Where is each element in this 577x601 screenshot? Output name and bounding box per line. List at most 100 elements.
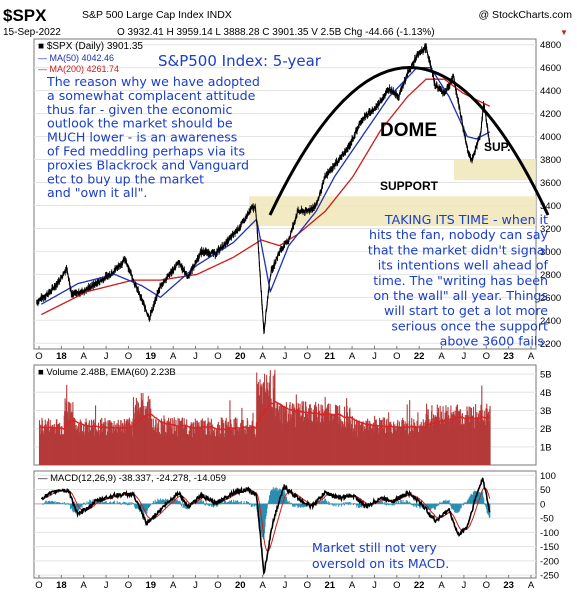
ohlc-readout: O 3932.41 H 3959.14 L 3888.28 C 3901.35 … — [117, 27, 435, 38]
macd-panel: 100 50 0 -50 -100 -150 -200 -250 O 18 A J O 19 A J O 20 A… — [33, 470, 559, 591]
macd-grid — [34, 474, 536, 576]
macd-x-tick-label: O — [304, 580, 311, 591]
dome-label: DOME — [380, 120, 437, 141]
macd-y-tick: 50 — [540, 485, 551, 496]
volume-y-tick: 4B — [540, 388, 552, 399]
commentary-right-line: hits the fan, nobody can say — [369, 227, 549, 242]
macd-x-tick-label: O — [393, 580, 400, 591]
commentary-left-line: etc to buy up the market — [47, 171, 204, 186]
price-x-tick-label: O — [483, 351, 490, 362]
legend-ma200: — MA(200) 4261.74 — [38, 64, 119, 74]
commentary-left-line: a somewhat complacent attitude — [47, 88, 256, 103]
price-y-tick: 4000 — [540, 132, 561, 143]
volume-panel: 5B 4B 3B 2B 1B ■ Volume 2.48B, EMA(60) 2.23B — [33, 364, 552, 466]
price-x-axis: O 18 A J O 19 A J O 20 A J O 21 A J O 22 A J O 23 A — [35, 346, 535, 362]
price-y-tick: 3400 — [540, 201, 561, 212]
commentary-right-line: its intentions well ahead of — [378, 258, 549, 273]
price-x-tick-label: 18 — [56, 351, 67, 362]
price-y-tick: 4200 — [540, 109, 561, 120]
price-x-tick-label: 21 — [324, 351, 335, 362]
price-x-tick-label: O — [304, 351, 311, 362]
macd-y-tick: -250 — [540, 571, 559, 582]
commentary-right-line: TAKING ITS TIME - when it — [384, 212, 548, 227]
index-name: S&P 500 Large Cap Index INDX — [82, 9, 232, 21]
commentary-left-line: proxies Blackrock and Vanguard — [47, 157, 249, 172]
macd-x-tick-label: O — [483, 580, 490, 591]
volume-y-axis: 5B 4B 3B 2B 1B — [540, 370, 552, 454]
price-x-tick-label: J — [104, 351, 109, 362]
price-x-tick-label: O — [125, 351, 132, 362]
commentary-left-line: outlook the market should be — [47, 116, 233, 131]
macd-y-axis: 100 50 0 -50 -100 -150 -200 -250 — [540, 471, 559, 582]
price-x-tick-label: 20 — [235, 351, 246, 362]
price-x-tick-label: 23 — [503, 351, 514, 362]
price-x-tick-label: J — [372, 351, 377, 362]
macd-note-line2: oversold on its MACD. — [312, 556, 449, 571]
commentary-left-line: MUCH lower - is an awareness — [47, 130, 237, 145]
commentary-left-line: The reason why we have adopted — [46, 74, 260, 89]
price-x-tick-label: A — [438, 351, 445, 362]
price-x-tick-label: J — [193, 351, 198, 362]
macd-x-tick-label: O — [125, 580, 132, 591]
macd-y-tick: -50 — [540, 514, 554, 525]
macd-x-axis: O 18 A J O 19 A J O 20 A J O 21 A J O 22 A J O 23 A — [35, 575, 535, 591]
volume-ema-line — [39, 399, 491, 431]
macd-x-tick-label: A — [438, 580, 445, 591]
price-x-tick-label: J — [283, 351, 288, 362]
ma50-line — [41, 67, 491, 305]
macd-x-tick-label: J — [372, 580, 377, 591]
price-y-tick: 3000 — [540, 247, 561, 258]
price-y-tick: 2400 — [540, 316, 561, 327]
price-x-tick-label: 22 — [414, 351, 425, 362]
commentary-right-line: above 3600 fails. — [440, 334, 548, 349]
macd-y-tick: 0 — [540, 499, 545, 510]
macd-x-tick-label: J — [283, 580, 288, 591]
volume-bars — [38, 369, 491, 465]
price-y-tick: 4600 — [540, 63, 561, 74]
ticker-symbol: $SPX — [3, 6, 47, 25]
macd-x-tick-label: A — [349, 580, 356, 591]
price-panel: 4800 4600 4400 4200 4000 3800 3600 3400 3200 3000… — [33, 38, 561, 362]
price-x-tick-label: A — [349, 351, 356, 362]
legend-volume: ■ Volume 2.48B, EMA(60) 2.23B — [38, 367, 176, 378]
watermark: @ StockCharts.com — [478, 9, 572, 21]
macd-x-tick-label: A — [170, 580, 177, 591]
macd-x-tick-label: A — [81, 580, 88, 591]
volume-y-tick: 2B — [540, 424, 552, 435]
price-grid — [34, 44, 536, 344]
price-y-tick: 2600 — [540, 293, 561, 304]
macd-line — [40, 477, 491, 576]
ma200-line — [41, 78, 491, 316]
macd-x-tick-label: O — [214, 580, 221, 591]
macd-y-tick: -150 — [540, 542, 559, 553]
support-label: SUPPORT — [380, 179, 439, 193]
macd-y-tick: -100 — [540, 528, 559, 539]
price-y-tick: 2200 — [540, 339, 561, 350]
macd-x-tick-label: J — [462, 580, 467, 591]
macd-x-tick-label: 22 — [414, 580, 425, 591]
commentary-right-line: will start to get a lot more — [384, 303, 548, 318]
dome-arc — [268, 66, 550, 216]
commentary-right-line: serious once the support — [391, 318, 548, 333]
macd-x-tick-label: J — [104, 580, 109, 591]
sup-label: SUP. — [484, 140, 510, 154]
volume-y-tick: 1B — [540, 442, 552, 453]
price-x-tick-label: A — [259, 351, 266, 362]
price-y-tick: 3200 — [540, 224, 561, 235]
price-x-tick-label: O — [35, 351, 42, 362]
commentary-right-line: that the market didn't signal — [368, 242, 548, 257]
legend-macd: — MACD(12,26,9) -38.337, -24.278, -14.05… — [38, 473, 226, 484]
commentary-right-line: on the wall" all year. Things — [373, 288, 548, 303]
price-y-tick: 4400 — [540, 86, 561, 97]
price-x-tick-label: A — [528, 351, 535, 362]
macd-x-tick-label: 21 — [324, 580, 335, 591]
macd-x-tick-label: A — [528, 580, 535, 591]
macd-x-tick-label: 19 — [146, 580, 157, 591]
change-down-icon: ▼ — [560, 28, 568, 37]
legend-price: ■ $SPX (Daily) 3901.35 — [38, 41, 143, 52]
macd-y-tick: 100 — [540, 471, 556, 482]
volume-y-tick: 3B — [540, 406, 552, 417]
price-x-tick-label: A — [81, 351, 88, 362]
price-x-tick-label: J — [462, 351, 467, 362]
